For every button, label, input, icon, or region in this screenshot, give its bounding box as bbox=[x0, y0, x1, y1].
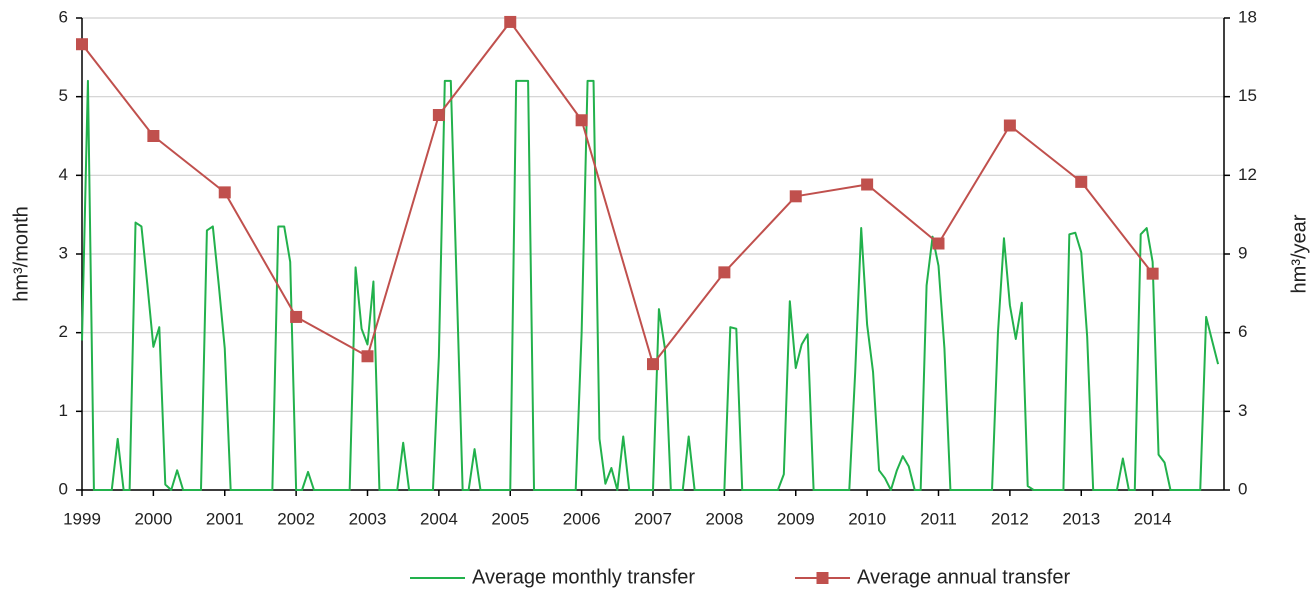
legend-label: Average monthly transfer bbox=[472, 566, 695, 588]
x-tick-label: 2014 bbox=[1134, 509, 1172, 528]
y2-tick-label: 6 bbox=[1238, 322, 1247, 341]
marker bbox=[1075, 175, 1088, 188]
y2-tick-label: 12 bbox=[1238, 165, 1257, 184]
marker bbox=[789, 190, 802, 203]
x-tick-label: 1999 bbox=[63, 509, 101, 528]
marker bbox=[76, 38, 88, 51]
x-tick-label: 2005 bbox=[491, 509, 529, 528]
y2-tick-label: 9 bbox=[1238, 243, 1247, 262]
x-tick-label: 2011 bbox=[920, 509, 957, 528]
x-tick-label: 2010 bbox=[848, 509, 886, 528]
marker bbox=[361, 350, 374, 363]
x-tick-label: 2007 bbox=[634, 509, 672, 528]
marker bbox=[1003, 119, 1016, 132]
marker bbox=[1146, 267, 1159, 280]
marker bbox=[718, 266, 731, 279]
marker bbox=[861, 178, 874, 191]
marker bbox=[575, 114, 588, 127]
y-tick-label: 3 bbox=[59, 243, 68, 262]
marker bbox=[290, 310, 303, 323]
legend-marker bbox=[816, 572, 829, 584]
y2-tick-label: 0 bbox=[1238, 479, 1247, 498]
marker bbox=[432, 109, 445, 122]
x-tick-label: 2013 bbox=[1062, 509, 1100, 528]
y2-tick-label: 15 bbox=[1238, 86, 1257, 105]
marker bbox=[932, 237, 945, 250]
x-tick-label: 2003 bbox=[349, 509, 387, 528]
y2-tick-label: 18 bbox=[1238, 7, 1257, 26]
y-tick-label: 4 bbox=[59, 165, 68, 184]
x-tick-label: 2000 bbox=[134, 509, 172, 528]
x-tick-label: 2002 bbox=[277, 509, 315, 528]
x-tick-label: 2004 bbox=[420, 509, 458, 528]
x-tick-label: 2009 bbox=[777, 509, 815, 528]
series-line bbox=[81, 20, 1154, 366]
marker bbox=[147, 130, 160, 142]
y-tick-label: 0 bbox=[59, 479, 68, 498]
marker bbox=[218, 186, 231, 199]
y-tick-label: 5 bbox=[59, 86, 68, 105]
y2-axis-title: hm³/year bbox=[1288, 214, 1310, 293]
x-tick-label: 2012 bbox=[991, 509, 1029, 528]
series-line bbox=[81, 79, 1220, 491]
x-tick-label: 2006 bbox=[563, 509, 601, 528]
y-tick-label: 6 bbox=[59, 7, 68, 26]
legend-label: Average annual transfer bbox=[857, 566, 1070, 588]
y2-tick-label: 3 bbox=[1238, 401, 1247, 420]
y-axis-title: hm³/month bbox=[10, 206, 32, 302]
y-tick-label: 2 bbox=[59, 322, 68, 341]
marker bbox=[504, 15, 517, 28]
x-tick-label: 2008 bbox=[705, 509, 743, 528]
y-tick-label: 1 bbox=[59, 401, 68, 420]
x-tick-label: 2001 bbox=[206, 509, 244, 528]
marker bbox=[647, 358, 659, 371]
